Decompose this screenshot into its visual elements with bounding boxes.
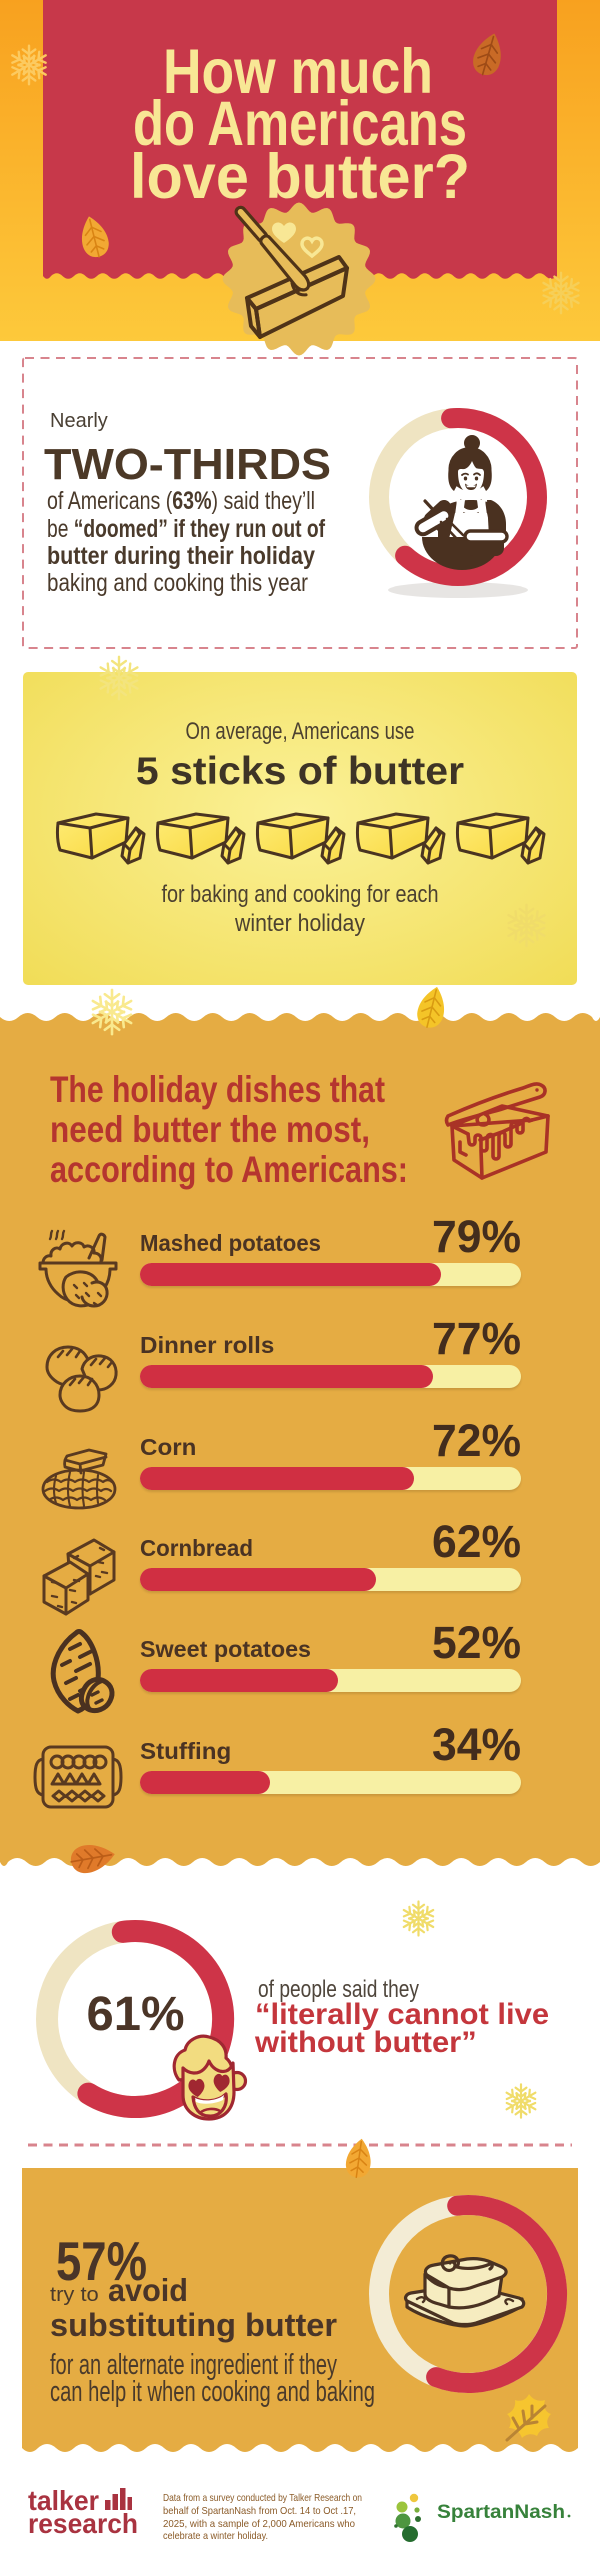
- svg-text:SpartanNash: SpartanNash: [437, 2502, 565, 2523]
- svg-text:research: research: [28, 2508, 138, 2537]
- svg-text:talker: talker: [28, 2487, 99, 2516]
